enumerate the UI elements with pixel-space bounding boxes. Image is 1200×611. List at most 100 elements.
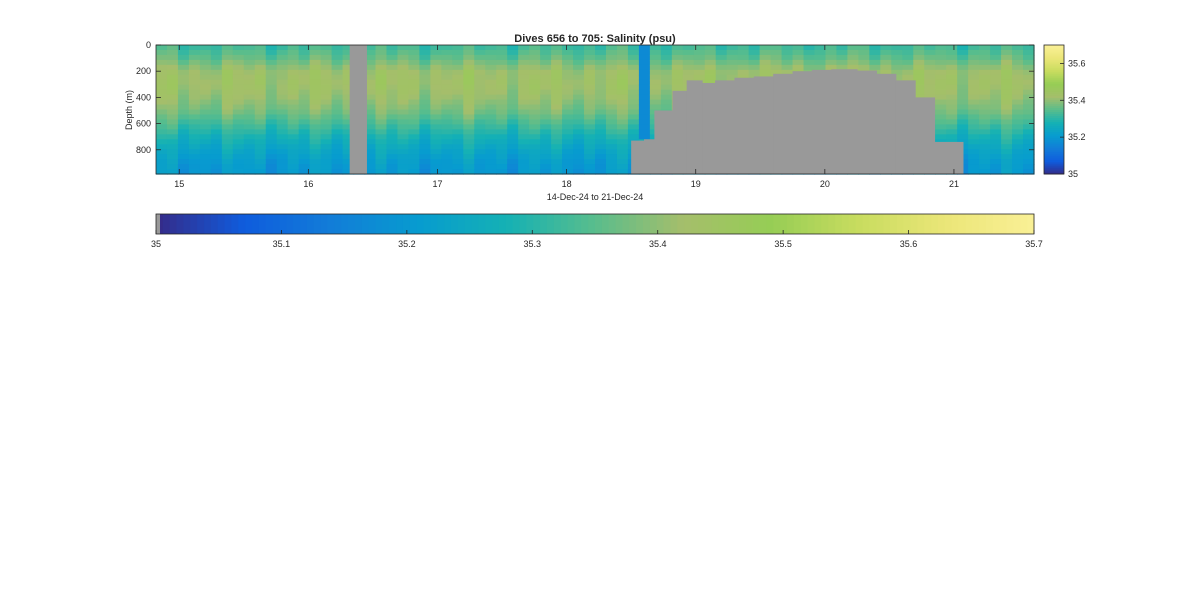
heatmap-cell — [276, 109, 289, 116]
heatmap-cell — [188, 129, 201, 135]
heatmap-cell — [507, 99, 519, 106]
heatmap-cell — [452, 124, 464, 130]
heatmap-cell — [254, 129, 267, 135]
colorbar-segment — [1044, 163, 1064, 167]
heatmap-cell — [276, 59, 289, 66]
heatmap-cell — [979, 169, 991, 175]
heatmap-cell — [276, 94, 289, 101]
heatmap-cell — [463, 124, 475, 130]
heatmap-cell — [408, 164, 420, 170]
heatmap-cell — [573, 134, 585, 140]
heatmap-cell — [1001, 64, 1013, 71]
heatmap-cell — [287, 69, 300, 76]
heatmap-cell — [364, 119, 377, 125]
colorbar-segment — [396, 214, 404, 234]
colorbar-segment — [190, 214, 198, 234]
heatmap-cell — [342, 129, 355, 135]
heatmap-cell — [968, 104, 980, 111]
no-data-region — [792, 71, 813, 174]
heatmap-cell — [496, 154, 508, 160]
heatmap-cell — [441, 79, 453, 86]
heatmap-cell — [386, 139, 399, 145]
heatmap-cell — [474, 144, 486, 150]
heatmap-cell — [671, 84, 684, 91]
heatmap-cell — [616, 169, 629, 175]
heatmap-cell — [627, 69, 640, 76]
heatmap-cell — [485, 159, 497, 165]
heatmap-cell — [364, 124, 377, 130]
heatmap-cell — [649, 74, 662, 81]
heatmap-cell — [375, 164, 388, 170]
heatmap-cell — [441, 45, 453, 51]
heatmap-cell — [825, 64, 838, 71]
heatmap-cell — [397, 159, 410, 165]
heatmap-cell — [693, 64, 706, 71]
heatmap-cell — [540, 99, 552, 106]
heatmap-cell — [463, 114, 475, 121]
heatmap-cell — [210, 99, 223, 106]
heatmap-cell — [540, 94, 552, 101]
heatmap-cell — [507, 119, 519, 125]
heatmap-cell — [584, 119, 596, 125]
heatmap-cell — [616, 119, 629, 125]
heatmap-cell — [221, 59, 234, 66]
colorbar-segment — [663, 214, 671, 234]
heatmap-cell — [254, 84, 267, 91]
heatmap-cell — [1012, 49, 1024, 56]
heatmap-cell — [408, 94, 420, 101]
heatmap-cell — [551, 164, 563, 170]
heatmap-cell — [397, 45, 410, 51]
heatmap-cell — [1012, 154, 1024, 160]
heatmap-cell — [177, 79, 190, 86]
heatmap-cell — [430, 99, 442, 106]
heatmap-cell — [254, 79, 267, 86]
heatmap-cell — [627, 99, 640, 106]
heatmap-cell — [265, 54, 278, 61]
heatmap-cell — [946, 84, 958, 91]
heatmap-cell — [265, 79, 278, 86]
heatmap-cell — [265, 69, 278, 76]
colorbar-segment — [361, 214, 370, 234]
heatmap-cell — [430, 89, 442, 96]
heatmap-cell — [232, 49, 245, 56]
heatmap-cell — [331, 114, 344, 121]
heatmap-cell — [441, 54, 453, 61]
heatmap-cell — [968, 45, 980, 51]
colorbar-segment — [574, 214, 582, 234]
colorbar-segment — [183, 214, 191, 234]
heatmap-cell — [276, 89, 289, 96]
heatmap-cell — [298, 114, 311, 121]
heatmap-cell — [1012, 54, 1024, 61]
heatmap-cell — [364, 154, 377, 160]
heatmap-cell — [276, 149, 289, 155]
heatmap-cell — [474, 54, 486, 61]
colorbar-segment — [848, 214, 857, 234]
heatmap-cell — [430, 59, 442, 66]
heatmap-cell — [287, 79, 300, 86]
heatmap-cell — [177, 54, 190, 61]
heatmap-cell — [364, 84, 377, 91]
heatmap-cell — [188, 124, 201, 130]
heatmap-cell — [177, 169, 190, 175]
heatmap-cell — [880, 49, 892, 56]
heatmap-cell — [243, 124, 256, 130]
heatmap-cell — [474, 169, 486, 175]
heatmap-cell — [485, 84, 497, 91]
heatmap-cell — [781, 64, 794, 71]
heatmap-cell — [386, 45, 399, 51]
colorbar-segment — [1044, 89, 1064, 92]
heatmap-cell — [375, 89, 388, 96]
heatmap-cell — [671, 69, 684, 76]
heatmap-cell — [463, 64, 475, 71]
heatmap-cell — [595, 74, 607, 81]
heatmap-cell — [979, 134, 991, 140]
colorbar-segment — [1044, 129, 1064, 133]
heatmap-cell — [616, 124, 629, 130]
heatmap-cell — [166, 134, 179, 140]
heatmap-cell — [891, 49, 903, 56]
colorbar-segment — [348, 214, 356, 234]
no-data-region — [831, 69, 858, 174]
heatmap-cell — [298, 139, 311, 145]
heatmap-cell — [232, 114, 245, 121]
